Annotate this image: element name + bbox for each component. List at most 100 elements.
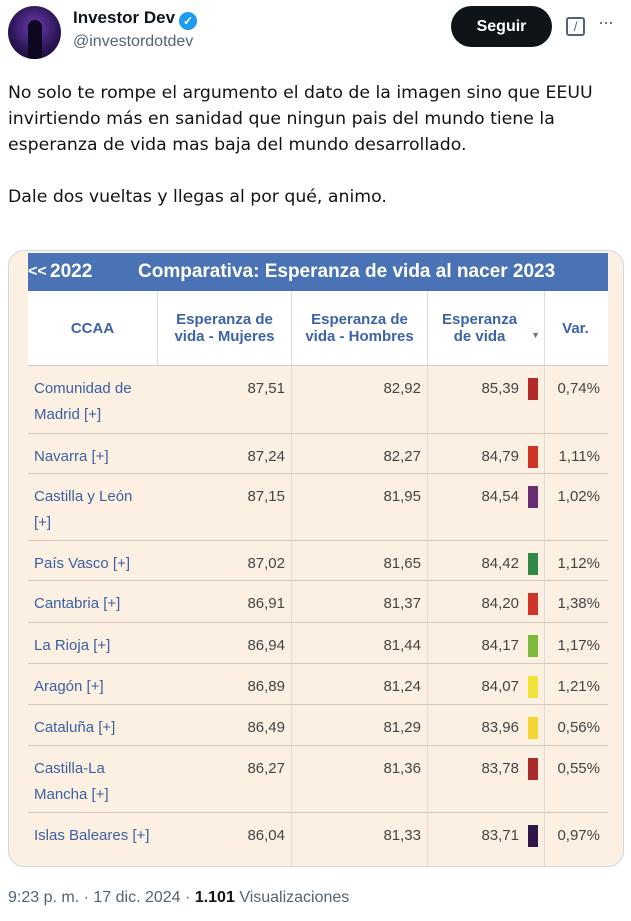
author-name[interactable]: Investor Dev ✓ (73, 8, 198, 30)
follow-button[interactable]: Seguir (451, 6, 552, 47)
hombres-value: 81,24 (292, 664, 428, 704)
total-value: 84,54 (481, 488, 519, 505)
mujeres-value: 87,24 (158, 434, 292, 473)
total-value: 83,78 (481, 760, 519, 777)
table-row: Islas Baleares [+] 86,04 81,33 83,71 0,9… (28, 813, 608, 866)
total-value: 84,42 (481, 555, 519, 572)
mujeres-value: 87,02 (158, 541, 292, 580)
ccaa-link[interactable]: Castilla-La Mancha [+] (34, 760, 109, 803)
author-handle[interactable]: @investordotdev (73, 33, 194, 50)
tweet-date[interactable]: 17 dic. 2024 (93, 889, 181, 906)
tweet-meta: 9:23 p. m. · 17 dic. 2024 · 1.101 Visual… (8, 889, 349, 907)
tweet-time[interactable]: 9:23 p. m. (8, 889, 80, 906)
avatar[interactable] (8, 6, 61, 59)
total-cell: 84,79 (428, 434, 545, 473)
mujeres-value: 86,94 (158, 623, 292, 663)
hombres-value: 81,65 (292, 541, 428, 580)
total-cell: 83,71 (428, 813, 545, 866)
more-icon[interactable]: ··· (598, 12, 614, 32)
var-value: 0,74% (557, 380, 600, 397)
total-cell: 84,07 (428, 664, 545, 704)
ccaa-link[interactable]: La Rioja [+] (34, 637, 111, 654)
total-value: 84,07 (481, 678, 519, 695)
mujeres-value: 86,89 (158, 664, 292, 704)
mujeres-value: 86,91 (158, 581, 292, 622)
total-value: 84,17 (481, 637, 519, 654)
total-cell: 83,96 (428, 705, 545, 745)
var-value: 0,97% (557, 827, 600, 844)
table-row: Castilla y León [+] 87,15 81,95 84,54 1,… (28, 474, 608, 541)
var-value: 1,11% (558, 448, 600, 465)
table-row: País Vasco [+] 87,02 81,65 84,42 1,12% (28, 541, 608, 581)
ccaa-link[interactable]: Cataluña [+] (34, 719, 116, 736)
sort-down-icon: ▼ (531, 329, 540, 340)
tweet-image[interactable]: << 2022 Comparativa: Esperanza de vida a… (8, 250, 624, 867)
total-cell: 84,42 (428, 541, 545, 580)
table-row: Cataluña [+] 86,49 81,29 83,96 0,56% (28, 705, 608, 746)
total-cell: 83,78 (428, 746, 545, 812)
table-row: Comunidad de Madrid [+] 87,51 82,92 85,3… (28, 366, 608, 434)
author-name-text: Investor Dev (73, 8, 176, 27)
total-value: 83,71 (481, 827, 519, 844)
table-banner: << 2022 Comparativa: Esperanza de vida a… (28, 253, 608, 291)
life-expectancy-table: << 2022 Comparativa: Esperanza de vida a… (28, 253, 608, 866)
ccaa-link[interactable]: Islas Baleares [+] (34, 827, 150, 844)
var-value: 0,56% (557, 719, 600, 736)
ccaa-link[interactable]: Navarra [+] (34, 448, 109, 465)
views-label: Visualizaciones (239, 889, 350, 906)
grok-icon[interactable]: / (566, 17, 585, 36)
total-cell: 84,20 (428, 581, 545, 622)
ccaa-link[interactable]: Aragón [+] (34, 678, 104, 695)
ccaa-link[interactable]: Comunidad de Madrid [+] (34, 380, 132, 423)
header-total-text: Esperanza de vida (442, 311, 518, 345)
color-swatch (528, 635, 538, 657)
total-value: 85,39 (481, 380, 519, 397)
prev-year-link: << (28, 263, 47, 280)
var-value: 1,38% (557, 595, 600, 612)
ccaa-link[interactable]: País Vasco [+] (34, 555, 131, 572)
color-swatch (528, 593, 538, 615)
var-value: 1,12% (557, 555, 600, 572)
color-swatch (528, 553, 538, 575)
hombres-value: 82,27 (292, 434, 428, 473)
total-value: 83,96 (481, 719, 519, 736)
color-swatch (528, 825, 538, 847)
header-hombres: Esperanza de vida - Hombres (292, 291, 428, 365)
total-cell: 84,17 (428, 623, 545, 663)
mujeres-value: 86,49 (158, 705, 292, 745)
color-swatch (528, 378, 538, 400)
hombres-value: 81,33 (292, 813, 428, 866)
var-value: 0,55% (557, 760, 600, 777)
verified-badge-icon: ✓ (179, 12, 198, 30)
table-title: Comparativa: Esperanza de vida al nacer … (138, 261, 556, 282)
hombres-value: 82,92 (292, 366, 428, 433)
color-swatch (528, 486, 538, 508)
mujeres-value: 86,04 (158, 813, 292, 866)
table-row: Aragón [+] 86,89 81,24 84,07 1,21% (28, 664, 608, 705)
hombres-value: 81,37 (292, 581, 428, 622)
header-ccaa: CCAA (28, 291, 158, 365)
table-header: CCAA Esperanza de vida - Mujeres Esperan… (28, 291, 608, 366)
ccaa-link[interactable]: Castilla y León [+] (34, 488, 133, 531)
color-swatch (528, 717, 538, 739)
mujeres-value: 87,15 (158, 474, 292, 540)
year-label: 2022 (50, 261, 93, 282)
color-swatch (528, 446, 538, 468)
table-row: Navarra [+] 87,24 82,27 84,79 1,11% (28, 434, 608, 474)
var-value: 1,02% (557, 488, 600, 505)
view-count: 1.101 (194, 889, 235, 906)
var-value: 1,21% (557, 678, 600, 695)
color-swatch (528, 758, 538, 780)
total-value: 84,79 (481, 448, 519, 465)
tweet-text: No solo te rompe el argumento el dato de… (8, 83, 593, 207)
color-swatch (528, 676, 538, 698)
header-mujeres: Esperanza de vida - Mujeres (158, 291, 292, 365)
table-row: Cantabria [+] 86,91 81,37 84,20 1,38% (28, 581, 608, 623)
hombres-value: 81,29 (292, 705, 428, 745)
mujeres-value: 87,51 (158, 366, 292, 433)
table-row: Castilla-La Mancha [+] 86,27 81,36 83,78… (28, 746, 608, 813)
ccaa-link[interactable]: Cantabria [+] (34, 595, 121, 612)
hombres-value: 81,36 (292, 746, 428, 812)
total-cell: 85,39 (428, 366, 545, 433)
total-value: 84,20 (481, 595, 519, 612)
